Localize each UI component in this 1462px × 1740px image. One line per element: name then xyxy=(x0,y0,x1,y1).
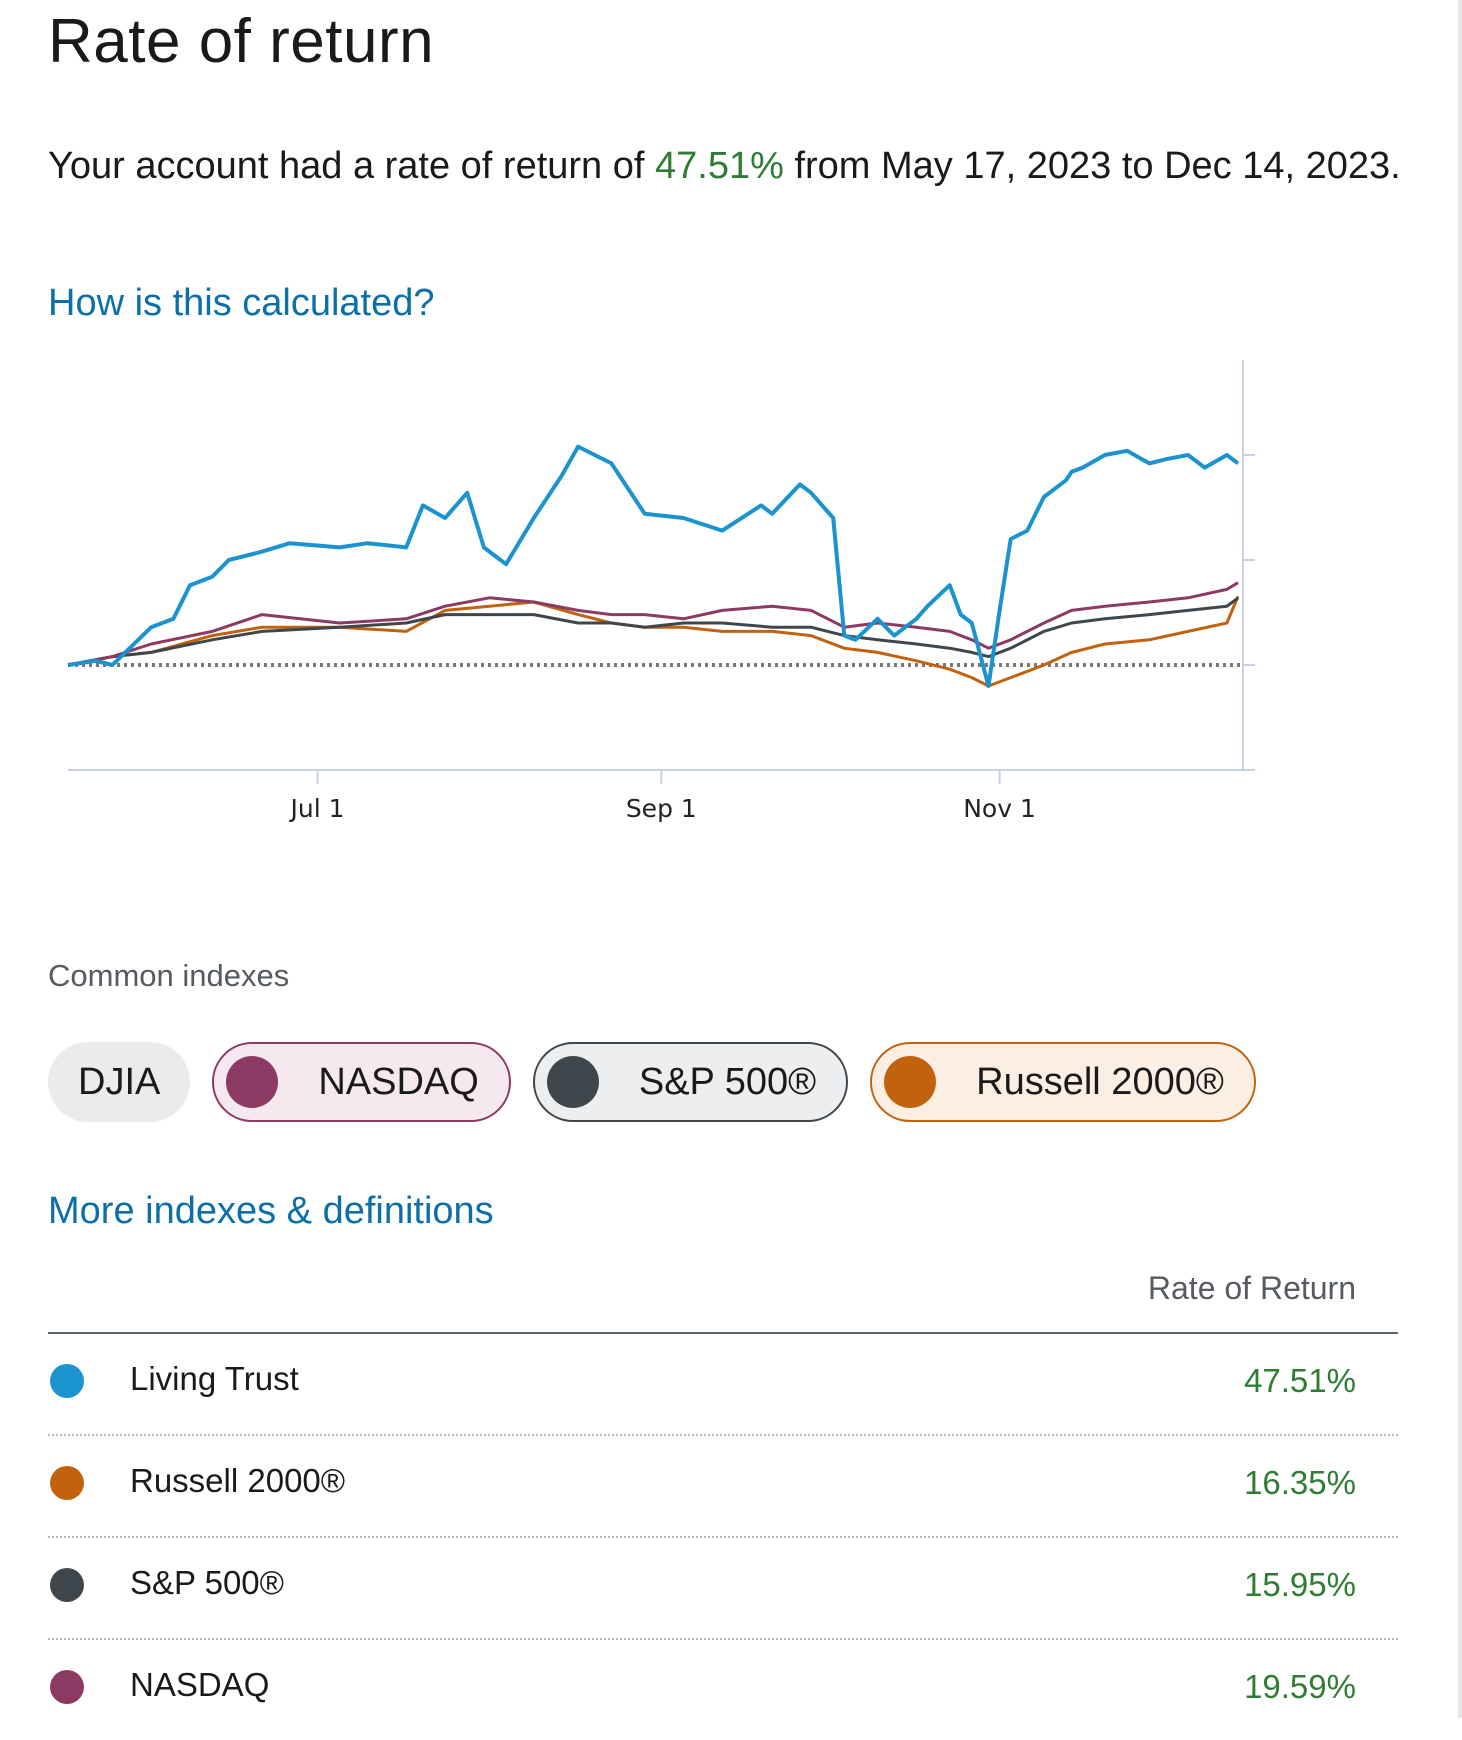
chip-nasdaq[interactable]: NASDAQ xyxy=(212,1042,511,1122)
x-tick-label: Nov 1 xyxy=(963,794,1036,823)
chip-russell2000-label: Russell 2000® xyxy=(976,1060,1224,1103)
index-chips: DJIA NASDAQ S&P 500® Russell 2000® xyxy=(48,1042,1256,1122)
rate-of-return-header: Rate of Return xyxy=(1147,1270,1356,1306)
chip-nasdaq-label: NASDAQ xyxy=(318,1060,479,1103)
nasdaq-dot-icon xyxy=(50,1670,84,1704)
row-value: 16.35% xyxy=(1244,1464,1356,1501)
table-row: S&P 500® 15.95% xyxy=(48,1538,1398,1640)
chip-sp500-label: S&P 500® xyxy=(638,1060,817,1103)
living-trust-dot-icon xyxy=(50,1364,84,1398)
row-name: S&P 500® xyxy=(130,1564,284,1601)
russell-dot-icon xyxy=(50,1466,84,1500)
row-value: 47.51% xyxy=(1244,1362,1356,1399)
summary-rate: 47.51% xyxy=(655,145,784,187)
table-row: Russell 2000® 16.35% xyxy=(48,1436,1398,1538)
nasdaq-dot-icon xyxy=(226,1056,279,1108)
summary-text: Your account had a rate of return of 47.… xyxy=(48,136,1418,196)
summary-suffix: from May 17, 2023 to Dec 14, 2023. xyxy=(783,145,1401,187)
page-title: Rate of return xyxy=(48,7,435,76)
row-value: 19.59% xyxy=(1244,1668,1356,1705)
table-row: Living Trust 47.51% xyxy=(48,1334,1398,1436)
row-name: Living Trust xyxy=(130,1360,299,1397)
table-header: Rate of Return xyxy=(48,1250,1398,1334)
scrollbar-track[interactable] xyxy=(1458,0,1462,1718)
chip-djia[interactable]: DJIA xyxy=(48,1042,191,1122)
returns-table: Rate of Return Living Trust 47.51% Russe… xyxy=(48,1250,1398,1740)
x-tick-label: Sep 1 xyxy=(626,794,697,823)
series-line-s-p-500 xyxy=(67,596,1239,667)
chip-sp500[interactable]: S&P 500® xyxy=(532,1042,849,1122)
series-line-living-trust xyxy=(67,444,1240,688)
chip-russell2000[interactable]: Russell 2000® xyxy=(870,1042,1256,1122)
row-value: 15.95% xyxy=(1244,1566,1356,1603)
common-indexes-label: Common indexes xyxy=(48,958,290,993)
how-calculated-link[interactable]: How is this calculated? xyxy=(48,282,435,324)
summary-prefix: Your account had a rate of return of xyxy=(48,145,655,187)
table-row: NASDAQ 19.59% xyxy=(48,1640,1398,1740)
sp500-dot-icon xyxy=(546,1056,599,1108)
series-line-russell-2000 xyxy=(67,595,1240,688)
x-tick-label: Jul 1 xyxy=(289,794,345,823)
row-name: NASDAQ xyxy=(130,1666,270,1703)
row-name: Russell 2000® xyxy=(130,1462,346,1499)
sp500-dot-icon xyxy=(50,1568,84,1602)
more-indexes-link[interactable]: More indexes & definitions xyxy=(48,1190,494,1232)
russell-dot-icon xyxy=(884,1056,937,1108)
series-line-nasdaq xyxy=(67,581,1239,667)
chip-djia-label: DJIA xyxy=(78,1060,161,1103)
